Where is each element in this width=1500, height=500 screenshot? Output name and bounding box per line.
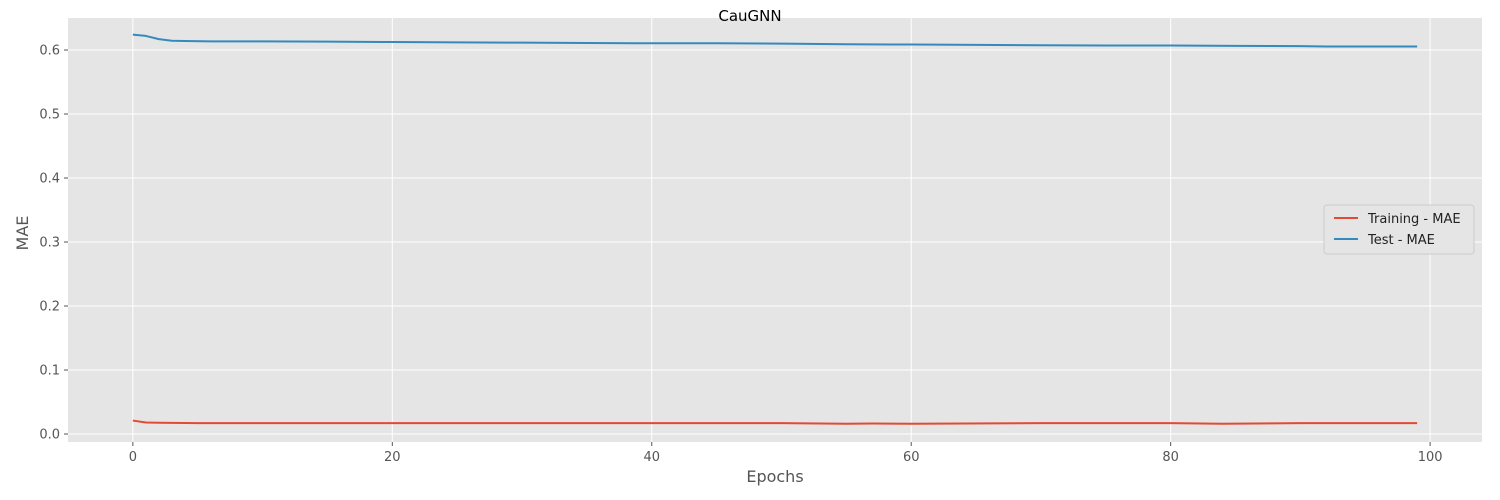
x-tick-label-3: 60 bbox=[903, 450, 920, 465]
x-tick-label-2: 40 bbox=[643, 450, 660, 465]
legend-box bbox=[1323, 204, 1475, 255]
y-tick-label-6: 0.6 bbox=[39, 44, 60, 59]
y-axis-label: MAE bbox=[13, 216, 32, 251]
x-tick-label-1: 20 bbox=[384, 450, 401, 465]
y-tick-label-4: 0.4 bbox=[39, 172, 60, 187]
x-axis-label: Epochs bbox=[746, 467, 803, 486]
y-tick-label-1: 0.1 bbox=[39, 364, 60, 379]
legend: Training - MAE Test - MAE bbox=[1323, 204, 1475, 255]
chart-title: CauGNN bbox=[718, 7, 781, 25]
x-tick-label-0: 0 bbox=[129, 450, 137, 465]
series-line-test-mae bbox=[132, 33, 1418, 48]
y-tick-labels: 0.0 0.1 0.2 0.3 0.4 0.5 0.6 bbox=[39, 44, 68, 443]
series-line-training-mae bbox=[132, 419, 1418, 425]
x-tick-label-5: 100 bbox=[1418, 450, 1443, 465]
series-lines bbox=[132, 33, 1418, 425]
x-tick-labels: 0 20 40 60 80 100 bbox=[129, 442, 1443, 465]
y-tick-label-5: 0.5 bbox=[39, 108, 60, 123]
y-tick-label-3: 0.3 bbox=[39, 236, 60, 251]
y-tick-label-0: 0.0 bbox=[39, 428, 60, 443]
plot-background bbox=[68, 18, 1482, 442]
y-tick-label-2: 0.2 bbox=[39, 300, 60, 315]
legend-label-test: Test - MAE bbox=[1367, 233, 1435, 248]
x-tick-label-4: 80 bbox=[1162, 450, 1179, 465]
legend-label-training: Training - MAE bbox=[1367, 212, 1461, 227]
